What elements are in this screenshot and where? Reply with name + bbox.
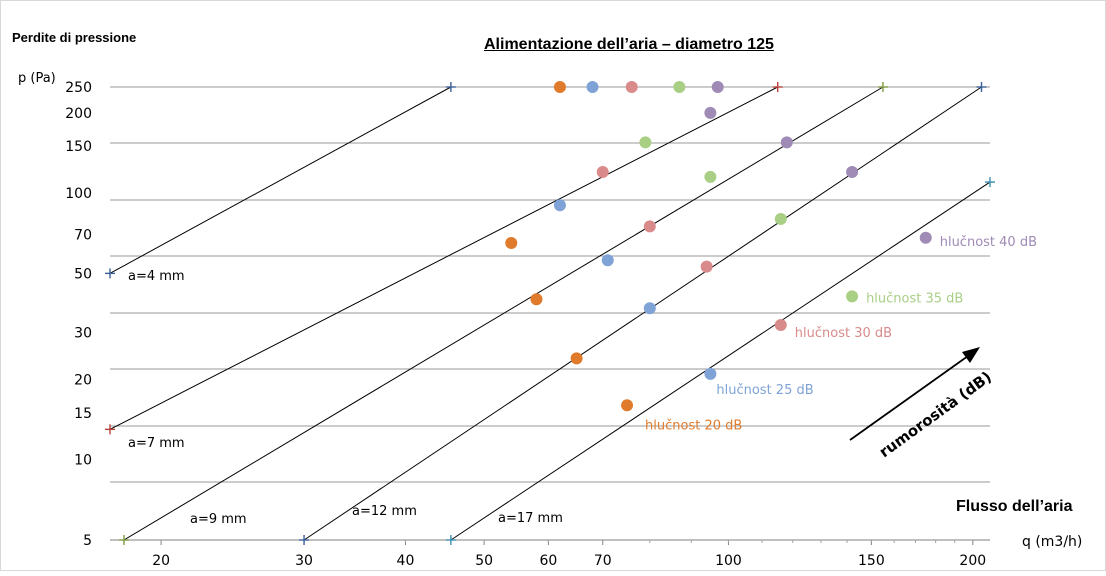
noise-dot-5-2: [781, 136, 793, 148]
noise-dot-1-3: [571, 352, 583, 364]
y-tick-label-15: 15: [74, 406, 92, 422]
y-tick-label-100: 100: [65, 186, 92, 202]
noise-dot-2-3: [644, 302, 656, 314]
noise-dot-4-0: [673, 81, 685, 93]
x-axis-label: q (m3/h): [1022, 534, 1082, 550]
noise-dot-5-1: [704, 107, 716, 119]
x-tick-label-60: 60: [539, 553, 557, 569]
noise-dot-4-4: [846, 290, 858, 302]
noise-label-3: hlučnost 30 dB: [795, 326, 892, 341]
noise-dot-4-3: [775, 213, 787, 225]
noise-label-4: hlučnost 35 dB: [866, 291, 963, 306]
series-label-2: a=7 mm: [128, 436, 185, 451]
noise-dot-2-2: [602, 254, 614, 266]
x-axis-title: Flusso dell’aria: [956, 498, 1072, 516]
noise-dot-2-0: [587, 81, 599, 93]
y-tick-label-200: 200: [65, 106, 92, 122]
x-tick-label-100: 100: [715, 553, 742, 569]
noise-dot-4-1: [639, 136, 651, 148]
noise-dot-2-4: [704, 368, 716, 380]
y-tick-label-70: 70: [74, 227, 92, 243]
noise-dot-3-0: [626, 81, 638, 93]
y-tick-label-250: 250: [65, 80, 92, 96]
x-tick-label-70: 70: [594, 553, 612, 569]
series-label-4: a=12 mm: [352, 504, 417, 519]
x-tick-label-150: 150: [858, 553, 885, 569]
y-tick-label-20: 20: [74, 372, 92, 388]
noise-dot-3-3: [701, 261, 713, 273]
y-axis-title: Perdite di pressione: [12, 30, 136, 45]
y-tick-label-50: 50: [74, 266, 92, 282]
series-label-1: a=4 mm: [128, 269, 185, 284]
noise-dot-4-2: [704, 171, 716, 183]
noise-dot-3-4: [775, 319, 787, 331]
x-tick-label-50: 50: [475, 553, 493, 569]
noise-label-1: hlučnost 20 dB: [645, 418, 742, 433]
chart-title: Alimentazione dell’aria – diametro 125: [484, 36, 774, 54]
noise-dot-5-0: [712, 81, 724, 93]
x-tick-label-30: 30: [295, 553, 313, 569]
y-axis-label: p (Pa): [18, 71, 56, 86]
noise-dot-1-0: [554, 81, 566, 93]
x-tick-label-200: 200: [959, 553, 986, 569]
noise-dot-2-1: [554, 199, 566, 211]
noise-dot-5-4: [920, 232, 932, 244]
noise-dot-1-4: [621, 399, 633, 411]
noise-label-5: hlučnost 40 dB: [940, 235, 1037, 250]
y-tick-label-10: 10: [74, 453, 92, 469]
series-label-5: a=17 mm: [498, 511, 563, 526]
noise-dot-3-2: [644, 220, 656, 232]
y-tick-label-5: 5: [83, 533, 92, 549]
noise-label-2: hlučnost 25 dB: [716, 383, 813, 398]
y-tick-label-30: 30: [74, 326, 92, 342]
series-label-3: a=9 mm: [190, 512, 247, 527]
x-tick-label-20: 20: [152, 553, 170, 569]
x-tick-label-40: 40: [397, 553, 415, 569]
noise-dot-5-3: [846, 166, 858, 178]
noise-dot-1-1: [505, 237, 517, 249]
noise-dot-1-2: [530, 293, 542, 305]
y-tick-label-150: 150: [65, 139, 92, 155]
noise-dot-3-1: [597, 166, 609, 178]
